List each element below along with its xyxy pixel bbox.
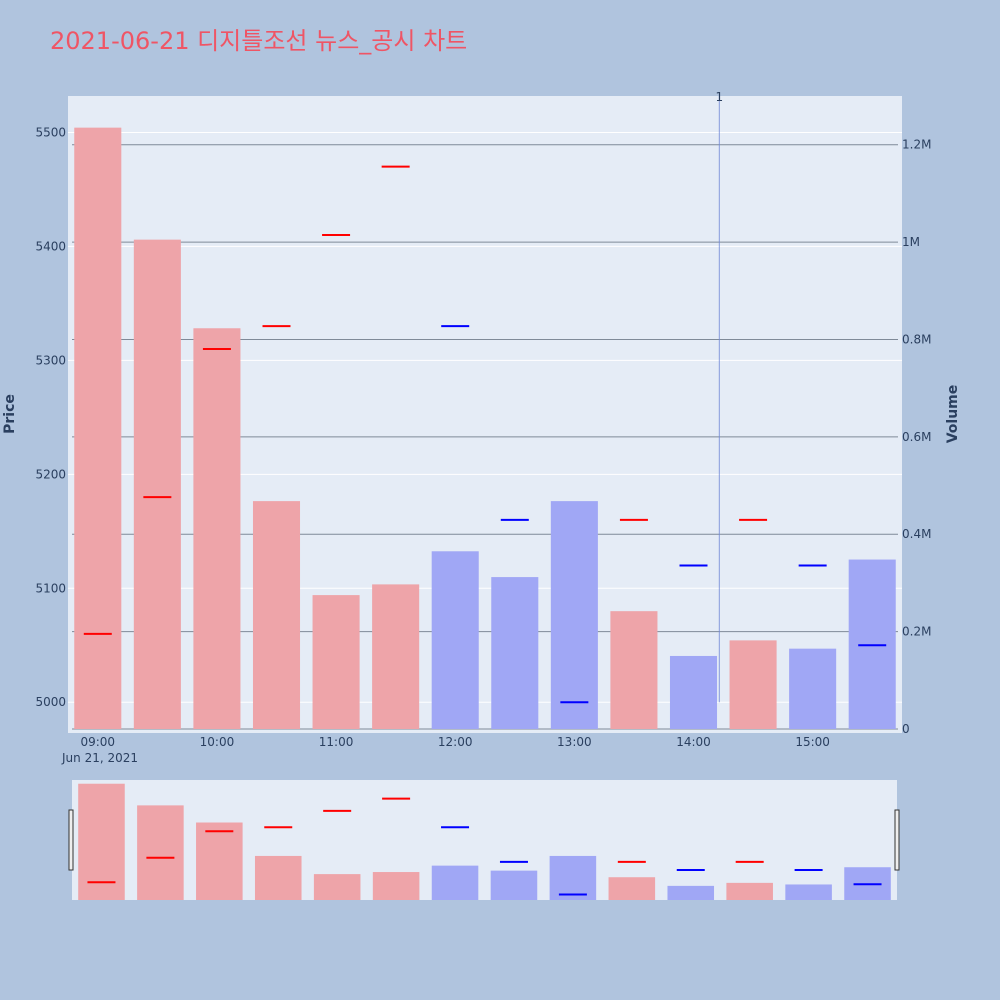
time-tick-label: 10:00 <box>200 735 235 749</box>
volume-bar <box>252 501 301 729</box>
volume-tick-label: 0 <box>902 722 910 736</box>
volume-bar <box>789 648 837 729</box>
mini-volume-bar <box>254 855 302 900</box>
price-tick-label: 5500 <box>35 125 66 139</box>
price-tick-label: 5000 <box>35 695 66 709</box>
volume-bar <box>729 640 777 729</box>
volume-bar <box>550 501 598 729</box>
mini-volume-bar <box>785 884 832 900</box>
price-axis-title: Price <box>2 394 18 434</box>
price-tick-label: 5200 <box>35 467 66 481</box>
volume-bar <box>312 595 360 729</box>
mini-volume-bar <box>78 783 125 900</box>
range-slider-price-markers <box>87 797 882 896</box>
volume-bar <box>669 655 718 729</box>
range-slider-background <box>72 780 897 900</box>
time-tick-label: 14:00 <box>676 735 711 749</box>
volume-bar <box>193 328 241 729</box>
volume-bar <box>491 577 539 729</box>
time-tick-label: 13:00 <box>557 735 592 749</box>
time-tick-label: 12:00 <box>438 735 473 749</box>
price-tick-label: 5300 <box>35 353 66 367</box>
volume-tick-label: 0.6M <box>902 430 931 444</box>
range-slider-volume-bars <box>78 783 891 900</box>
volume-tick-label: 0.8M <box>902 332 931 346</box>
range-slider[interactable] <box>68 780 900 900</box>
time-tick-label: 15:00 <box>795 735 830 749</box>
range-slider-right-handle[interactable] <box>894 809 900 871</box>
mini-volume-bar <box>549 855 597 900</box>
mini-volume-bar <box>726 882 773 900</box>
volume-axis: 0 0.2M 0.4M 0.6M 0.8M 1M 1.2M <box>902 138 931 736</box>
volume-bar <box>372 584 420 729</box>
range-slider-left-handle[interactable] <box>68 809 74 871</box>
mini-volume-bar <box>667 885 715 900</box>
mini-volume-bar <box>137 805 184 900</box>
price-axis: 5000 5100 5200 5300 5400 5500 <box>35 125 66 709</box>
mini-volume-bar <box>490 870 538 900</box>
volume-tick-label: 1M <box>902 235 920 249</box>
mini-volume-bar <box>431 865 479 900</box>
volume-tick-label: 1.2M <box>902 138 931 152</box>
x-axis-date-label: Jun 21, 2021 <box>61 751 138 765</box>
volume-bar <box>133 239 181 729</box>
price-markers[interactable] <box>83 165 887 704</box>
volume-tick-label: 0.2M <box>902 625 931 639</box>
volume-bar <box>74 127 122 729</box>
volume-bar <box>431 551 479 729</box>
time-tick-label: 09:00 <box>80 735 115 749</box>
volume-bar <box>610 611 658 729</box>
time-tick-label: 11:00 <box>319 735 354 749</box>
volume-axis-title: Volume <box>945 385 961 444</box>
mini-volume-bar <box>196 822 243 900</box>
price-tick-label: 5400 <box>35 239 66 253</box>
mini-volume-bar <box>313 874 361 900</box>
annotation-label: 1 <box>715 90 723 104</box>
mini-volume-bar <box>372 872 420 900</box>
chart-title: 2021-06-21 디지틀조선 뉴스_공시 차트 <box>50 27 467 55</box>
mini-volume-bar <box>608 877 656 900</box>
plot-background <box>68 96 902 733</box>
volume-tick-label: 0.4M <box>902 527 931 541</box>
volume-bars[interactable] <box>74 127 896 729</box>
price-tick-label: 5100 <box>35 581 66 595</box>
time-axis: 09:00 10:00 11:00 12:00 13:00 14:00 15:00 <box>80 735 829 749</box>
